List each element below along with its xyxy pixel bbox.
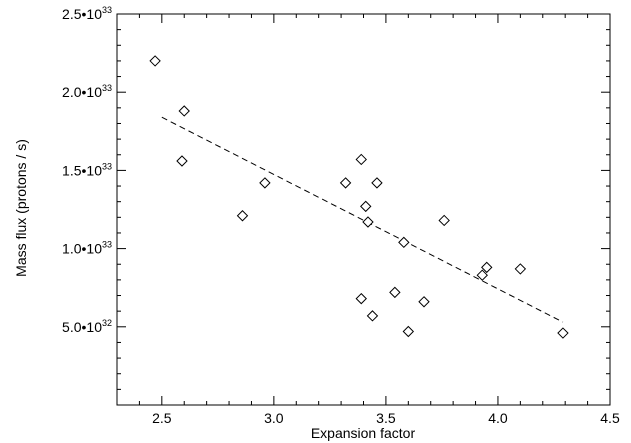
y-tick-label: 2.5•1033 [62,5,112,22]
data-point [355,153,367,166]
data-point [438,214,450,227]
data-point [402,325,415,338]
y-axis-label: Mass flux (protons / s) [13,139,29,277]
data-point [389,286,401,299]
data-point [360,200,372,213]
x-tick-label: 3.5 [376,410,396,426]
data-point [366,310,379,322]
x-axis-label: Expansion factor [311,425,416,441]
data-point [481,261,493,274]
y-tick-label: 5.0•1032 [62,318,112,335]
y-tick-label: 2.0•1033 [62,83,112,100]
data-point [362,216,374,228]
x-tick-label: 4.5 [600,410,620,426]
y-tick-label: 1.0•1033 [62,240,112,257]
data-point [371,177,383,189]
data-point [398,236,410,249]
x-tick-label: 4.0 [488,410,508,426]
x-tick-labels: 2.5 3.0 3.5 4.0 4.5 [152,410,620,426]
y-tick-label: 1.5•1033 [62,161,112,178]
data-point [355,292,367,305]
data-point [236,210,249,222]
axis-ticks [116,13,611,406]
data-point [339,177,352,189]
data-point [476,269,488,281]
trend-line [161,116,564,323]
data-point [176,155,188,167]
data-point [514,263,527,275]
y-tick-labels: 5.0•1032 1.0•1033 1.5•1033 2.0•1033 2.5•1033 [62,5,112,335]
data-point [259,177,271,189]
x-tick-label: 2.5 [152,410,172,426]
data-point [418,296,430,308]
data-point [149,55,161,67]
data-points [149,55,569,339]
trend-line-group [161,116,564,323]
data-point [178,105,190,117]
data-point [557,327,569,339]
x-tick-label: 3.0 [264,410,284,426]
